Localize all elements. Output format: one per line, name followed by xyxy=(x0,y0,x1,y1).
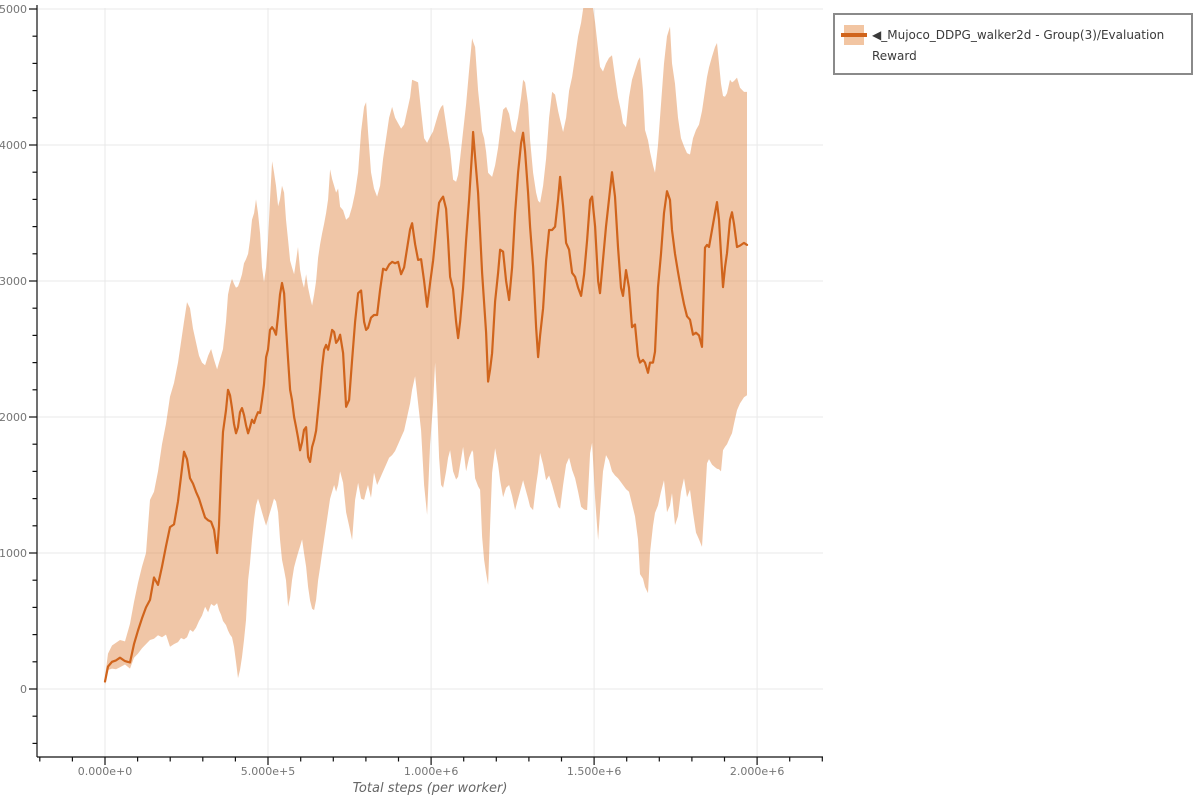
legend-swatch-icon xyxy=(841,25,867,45)
svg-text:5.000e+5: 5.000e+5 xyxy=(241,765,295,778)
y-tick-labels: 0 1000 2000 3000 4000 5000 xyxy=(0,3,27,696)
svg-text:2.000e+6: 2.000e+6 xyxy=(730,765,784,778)
svg-text:5000: 5000 xyxy=(0,3,27,16)
x-axis-title: Total steps (per worker) xyxy=(353,781,508,796)
tick-marks xyxy=(29,8,823,765)
svg-text:4000: 4000 xyxy=(0,139,27,152)
svg-text:0: 0 xyxy=(20,683,27,696)
svg-text:2000: 2000 xyxy=(0,411,27,424)
svg-text:0.000e+0: 0.000e+0 xyxy=(78,765,132,778)
legend-series-label: ◀_Mujoco_DDPG_walker2d - Group(3)/Evalua… xyxy=(872,28,1165,63)
mean-line xyxy=(103,130,749,683)
svg-text:3000: 3000 xyxy=(0,275,27,288)
svg-text:1.000e+6: 1.000e+6 xyxy=(404,765,458,778)
confidence-band xyxy=(105,8,747,685)
svg-text:1.500e+6: 1.500e+6 xyxy=(567,765,621,778)
legend-line-icon xyxy=(841,33,867,37)
svg-text:1000: 1000 xyxy=(0,547,27,560)
x-tick-labels: 0.000e+0 5.000e+5 1.000e+6 1.500e+6 2.000e+6 xyxy=(78,765,785,778)
gridlines xyxy=(37,8,823,757)
legend[interactable]: ◀_Mujoco_DDPG_walker2d - Group(3)/Evalua… xyxy=(833,13,1193,75)
